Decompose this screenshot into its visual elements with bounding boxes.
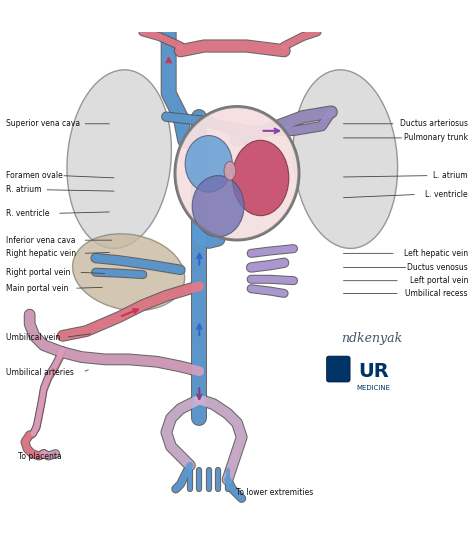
Text: Left hepatic vein: Left hepatic vein [404, 249, 468, 258]
Text: Foramen ovale: Foramen ovale [6, 171, 63, 180]
Text: ndkenyak: ndkenyak [341, 332, 402, 345]
Text: MEDICINE: MEDICINE [356, 385, 391, 391]
Ellipse shape [185, 135, 232, 192]
Text: Right portal vein: Right portal vein [6, 268, 71, 277]
Ellipse shape [232, 140, 289, 216]
Ellipse shape [192, 175, 244, 237]
Text: Inferior vena cava: Inferior vena cava [6, 236, 75, 244]
Text: Right hepatic vein: Right hepatic vein [6, 249, 76, 258]
Text: Main portal vein: Main portal vein [6, 284, 68, 293]
Text: R. atrium: R. atrium [6, 185, 42, 194]
Text: Umbilical vein: Umbilical vein [6, 333, 60, 342]
Text: To placenta: To placenta [18, 453, 62, 461]
Ellipse shape [293, 70, 398, 248]
Text: Superior vena cava: Superior vena cava [6, 119, 80, 128]
Text: L. atrium: L. atrium [433, 171, 468, 180]
Ellipse shape [224, 162, 236, 180]
Text: Pulmonary trunk: Pulmonary trunk [404, 133, 468, 142]
Text: UR: UR [358, 362, 389, 381]
Text: R. ventricle: R. ventricle [6, 209, 50, 218]
Text: Umbilical arteries: Umbilical arteries [6, 368, 74, 377]
Ellipse shape [73, 234, 185, 311]
Text: To lower extremities: To lower extremities [236, 488, 313, 497]
FancyBboxPatch shape [327, 356, 350, 382]
Text: Ductus venosus: Ductus venosus [407, 263, 468, 272]
Text: L. ventricle: L. ventricle [425, 190, 468, 199]
Ellipse shape [176, 108, 298, 239]
Text: Left portal vein: Left portal vein [410, 276, 468, 285]
Text: Ductus arteriosus: Ductus arteriosus [400, 119, 468, 128]
Text: Umbilical recess: Umbilical recess [405, 289, 468, 298]
Ellipse shape [67, 70, 172, 248]
